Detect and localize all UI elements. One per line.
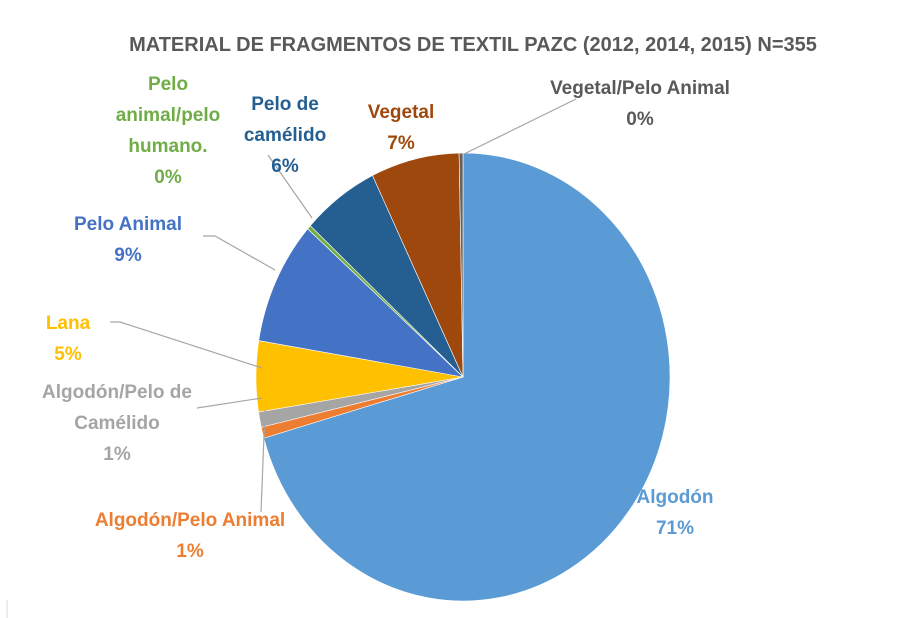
slice-percent: 1% — [103, 444, 131, 465]
slice-percent: 1% — [176, 541, 204, 562]
slice-label: Pelo de camélido 6% — [230, 89, 340, 182]
chart-title: MATERIAL DE FRAGMENTOS DE TEXTIL PAZC (2… — [129, 34, 817, 56]
slice-label: Vegetal 7% — [351, 97, 451, 159]
leader-line — [203, 235, 276, 271]
slice-label: Algodón/Pelo Animal 1% — [90, 505, 290, 567]
pie-slice — [258, 228, 464, 378]
slice-percent: 71% — [655, 518, 695, 539]
slice-name: Vegetal — [367, 102, 435, 123]
slice-label: Pelo Animal 9% — [48, 209, 208, 271]
slice-name: Algodón — [636, 487, 714, 508]
slice-percent: 6% — [271, 156, 299, 177]
slice-name: Algodón/Pelo de Camélido — [42, 382, 192, 434]
slice-label: Vegetal/Pelo Animal 0% — [550, 73, 730, 135]
slice-name: Vegetal/Pelo Animal — [550, 78, 730, 99]
pie-slice — [263, 152, 671, 602]
slice-percent: 9% — [114, 245, 142, 266]
slice-percent: 7% — [387, 133, 415, 154]
slice-percent: 0% — [626, 109, 654, 130]
slice-name: Pelo animal/pelo humano. — [115, 74, 221, 157]
slice-name: Lana — [45, 313, 91, 334]
pie-slice — [458, 152, 464, 378]
slice-percent: 5% — [54, 344, 82, 365]
leader-line — [196, 397, 263, 409]
leader-line — [260, 409, 266, 513]
slice-label: Algodón/Pelo de Camélido 1% — [32, 377, 202, 470]
leader-line — [110, 321, 263, 369]
leader-line — [267, 154, 313, 219]
slice-label: Algodón 71% — [615, 482, 735, 544]
slice-label: Lana 5% — [28, 308, 108, 370]
slice-label: Pelo animal/pelo humano. 0% — [98, 69, 238, 193]
slice-percent: 0% — [154, 167, 182, 188]
slice-name: Pelo de camélido — [243, 94, 327, 146]
slice-name: Algodón/Pelo Animal — [94, 510, 286, 531]
leader-line — [463, 98, 577, 155]
slice-name: Pelo Animal — [73, 214, 183, 235]
